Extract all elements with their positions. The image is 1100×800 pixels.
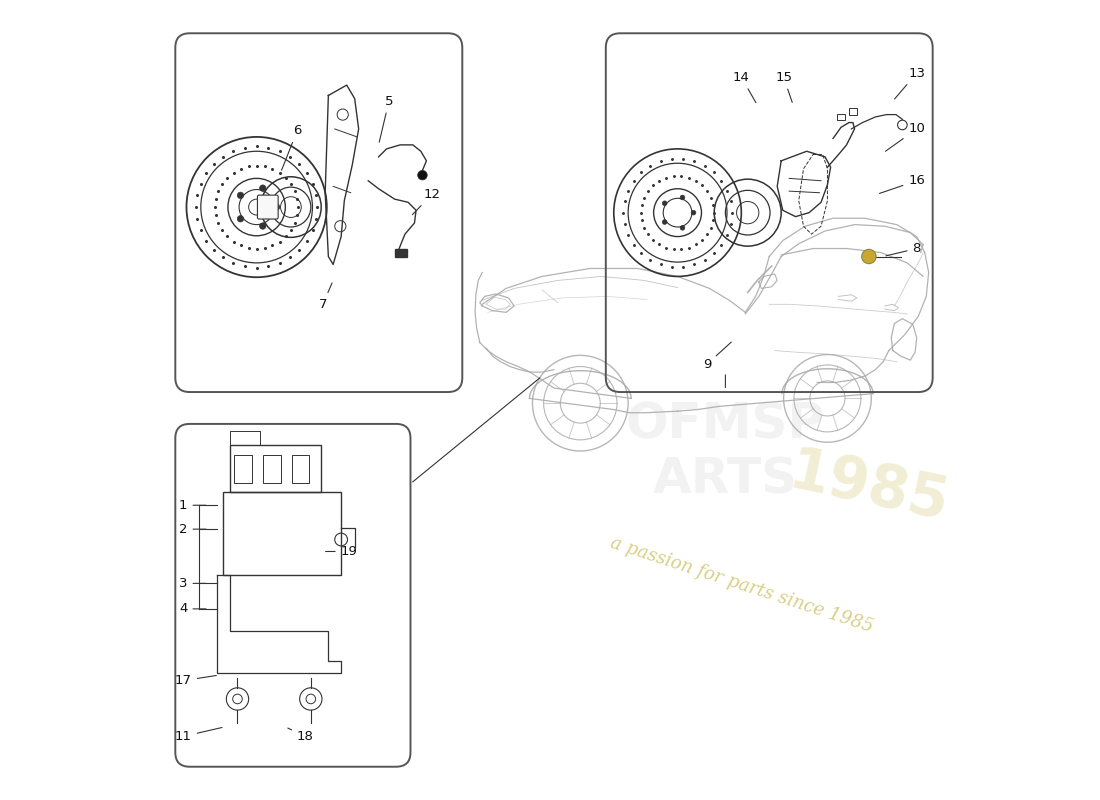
Text: 4: 4: [179, 602, 206, 615]
Text: 3: 3: [179, 577, 206, 590]
Circle shape: [680, 226, 685, 230]
Bar: [230, 446, 321, 492]
Text: 16: 16: [880, 174, 925, 194]
Bar: [234, 455, 252, 483]
Text: 17: 17: [175, 674, 217, 687]
Circle shape: [662, 201, 667, 206]
Text: 1: 1: [179, 498, 206, 512]
Text: 2: 2: [179, 522, 206, 536]
Circle shape: [260, 223, 266, 230]
Bar: [395, 249, 407, 257]
Text: 13: 13: [894, 66, 925, 99]
Circle shape: [691, 210, 696, 215]
Circle shape: [861, 250, 876, 264]
Text: 19: 19: [326, 545, 358, 558]
Circle shape: [680, 195, 685, 200]
Text: OFMSP
ARTS: OFMSP ARTS: [626, 400, 825, 504]
Circle shape: [260, 185, 266, 191]
Text: 5: 5: [379, 94, 393, 142]
Text: 14: 14: [733, 70, 756, 102]
Circle shape: [238, 192, 244, 198]
Text: 9: 9: [703, 342, 732, 370]
Text: 11: 11: [175, 727, 222, 743]
Text: 18: 18: [288, 728, 313, 743]
Bar: [292, 455, 309, 483]
Bar: [230, 431, 260, 446]
Text: a passion for parts since 1985: a passion for parts since 1985: [607, 534, 876, 636]
Circle shape: [238, 215, 244, 222]
Circle shape: [274, 204, 279, 210]
Bar: [223, 492, 341, 575]
Text: 6: 6: [282, 124, 301, 170]
Text: 10: 10: [886, 122, 925, 151]
Text: 15: 15: [776, 70, 792, 102]
Text: 7: 7: [319, 283, 332, 311]
Bar: [849, 108, 857, 114]
Bar: [263, 455, 280, 483]
Circle shape: [418, 170, 427, 180]
Text: 8: 8: [886, 242, 921, 256]
Circle shape: [662, 220, 667, 225]
FancyBboxPatch shape: [257, 195, 278, 219]
Bar: [837, 114, 845, 120]
Text: 1985: 1985: [783, 443, 955, 533]
Text: 12: 12: [412, 188, 440, 214]
